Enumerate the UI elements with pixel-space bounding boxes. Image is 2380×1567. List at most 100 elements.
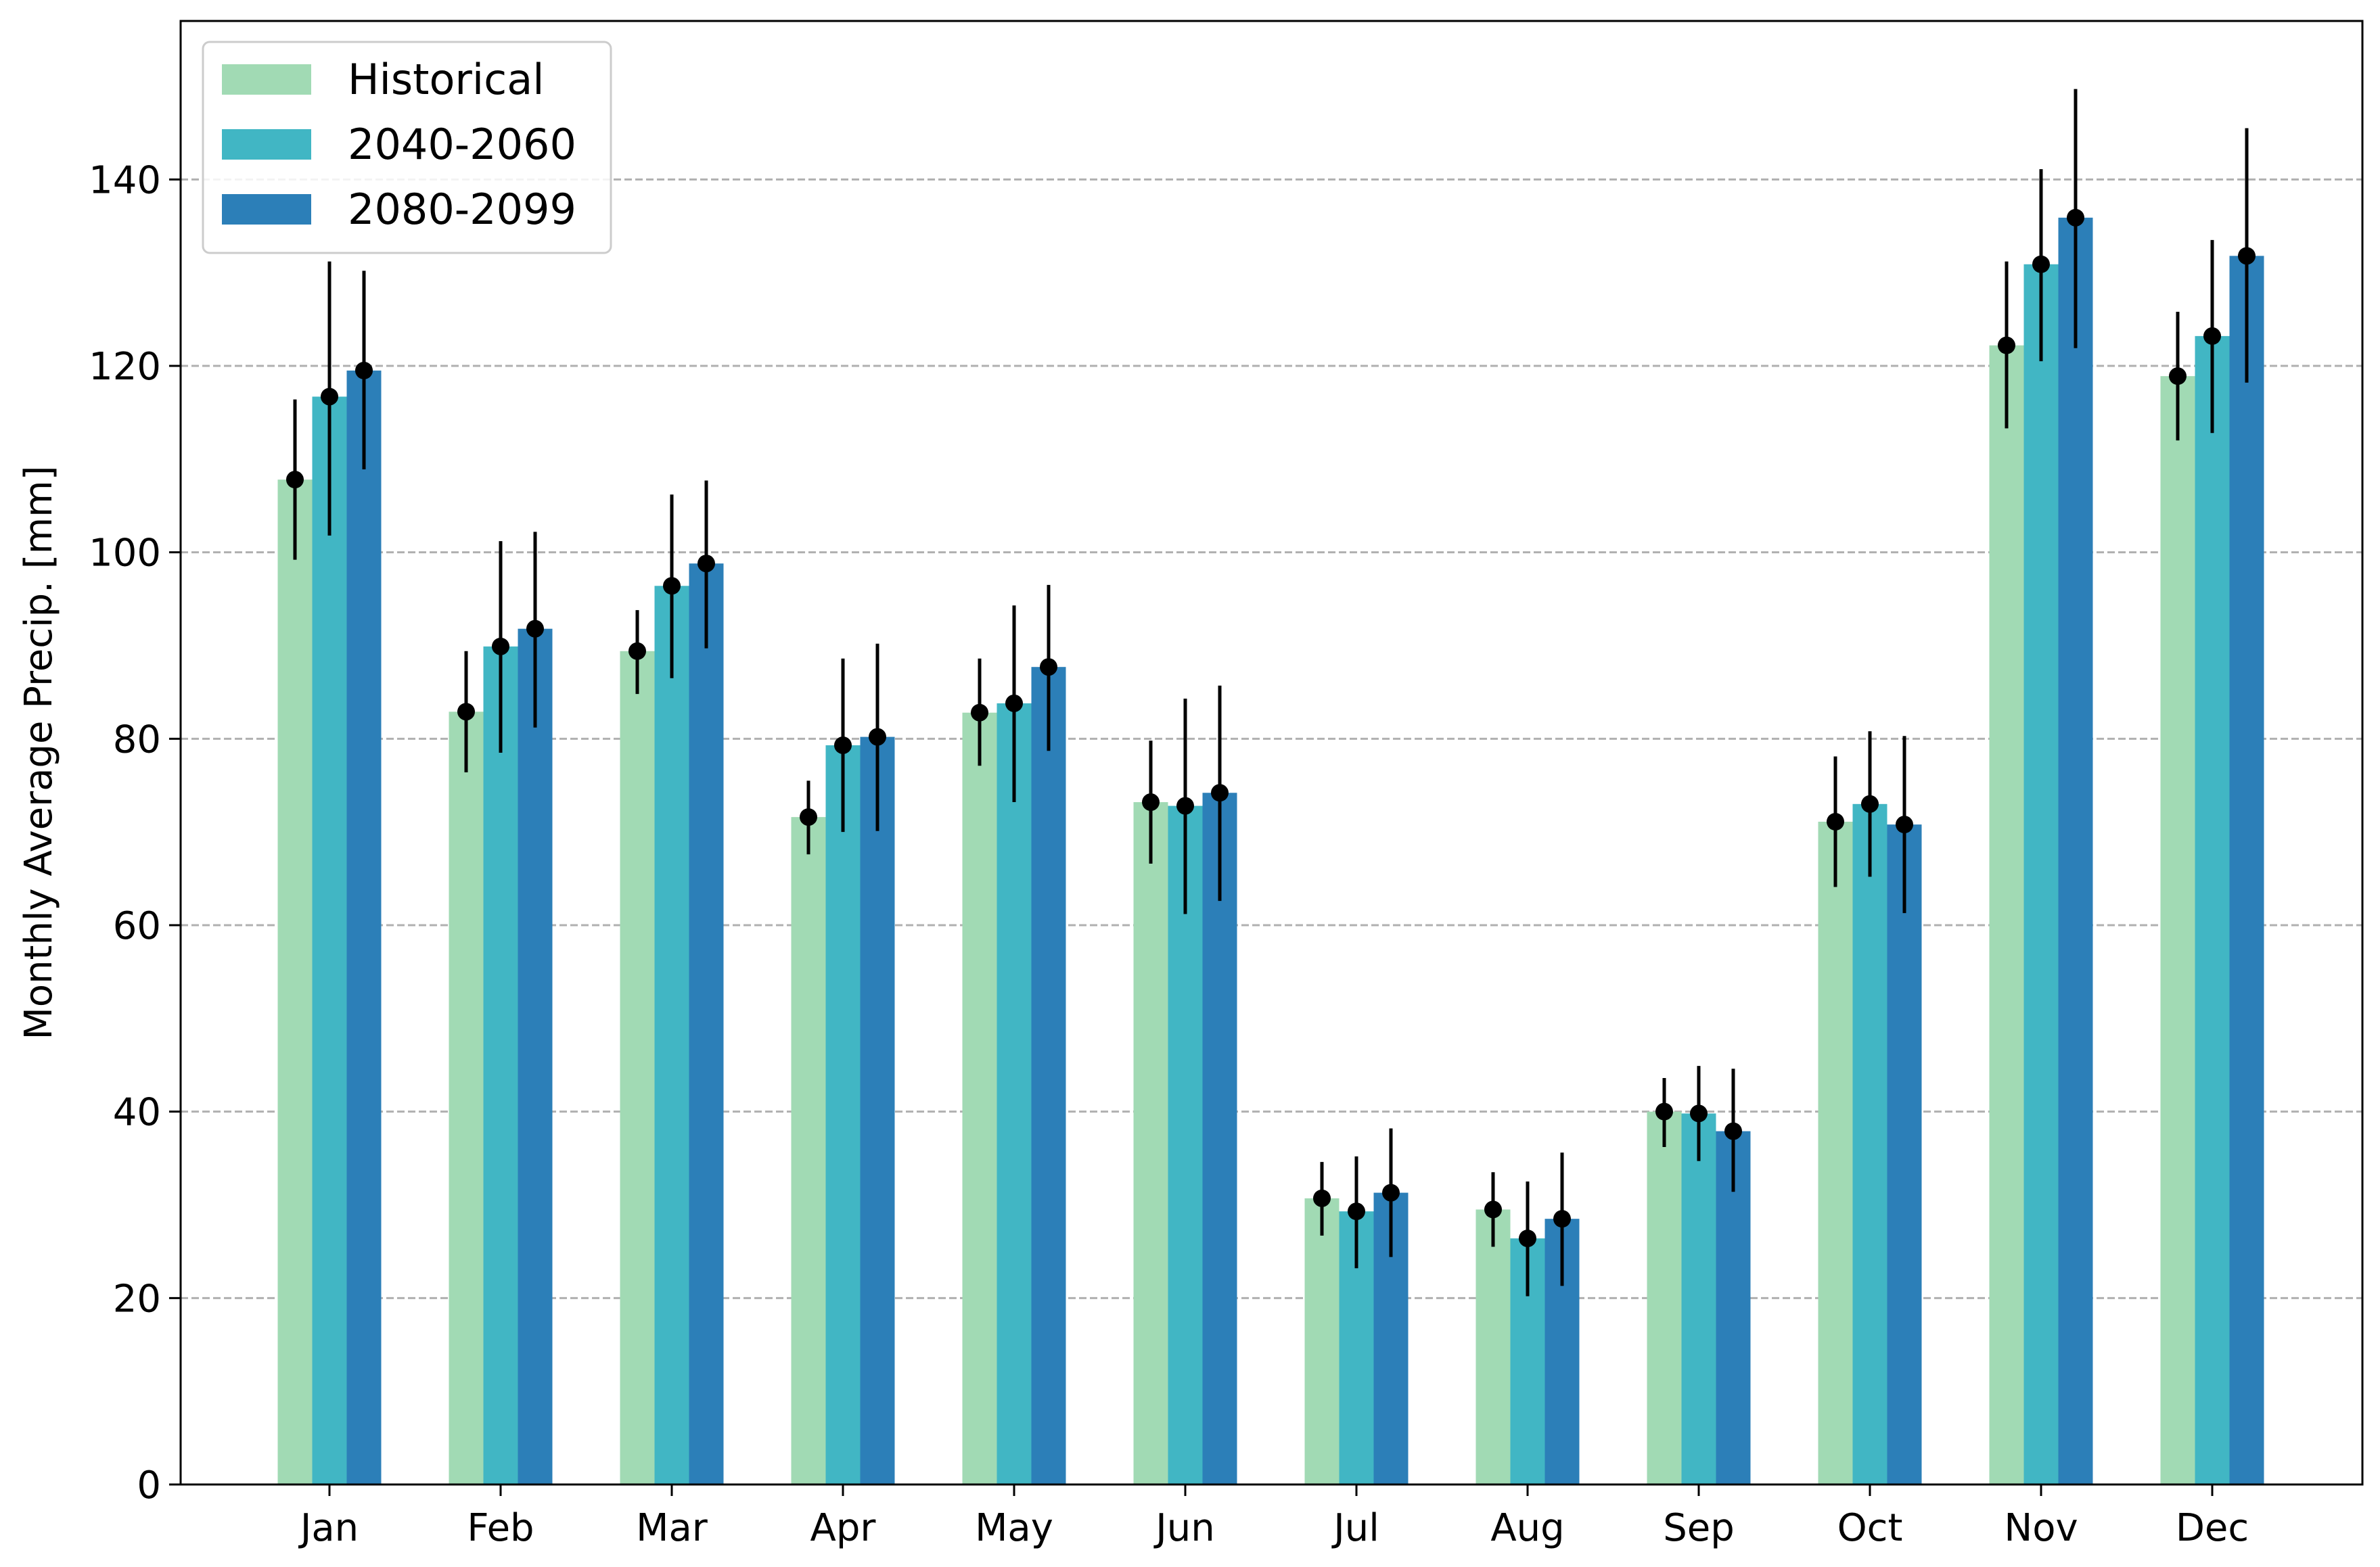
- legend-label: 2080-2099: [348, 185, 576, 234]
- mean-marker: [1313, 1189, 1331, 1207]
- bar: [2195, 335, 2230, 1484]
- x-tick-label: May: [975, 1506, 1053, 1550]
- mean-marker: [869, 728, 886, 746]
- y-axis-label: Monthly Average Precip. [mm]: [17, 465, 61, 1039]
- mean-marker: [1724, 1122, 1742, 1140]
- bar: [689, 563, 724, 1484]
- legend-label: 2040-2060: [348, 120, 576, 169]
- y-tick-label: 140: [89, 158, 161, 202]
- x-tick-label: Nov: [2004, 1506, 2078, 1550]
- y-tick-label: 100: [89, 532, 161, 576]
- bar: [312, 396, 347, 1484]
- x-tick-label: Dec: [2176, 1506, 2249, 1550]
- bar: [1133, 802, 1168, 1484]
- mean-marker: [492, 637, 509, 655]
- mean-marker: [2203, 327, 2221, 345]
- bar: [2229, 256, 2264, 1485]
- bar: [1304, 1198, 1340, 1484]
- mean-marker: [1827, 812, 1844, 831]
- mean-marker: [1348, 1202, 1365, 1221]
- mean-marker: [697, 555, 715, 573]
- x-tick-label: Oct: [1837, 1506, 1903, 1550]
- bar: [825, 745, 861, 1484]
- mean-marker: [1211, 784, 1229, 802]
- plot-frame: [179, 20, 2364, 1486]
- mean-marker: [1142, 793, 1160, 812]
- bar: [1887, 824, 1922, 1484]
- bar: [277, 480, 313, 1484]
- mean-marker: [1553, 1210, 1571, 1228]
- bar: [860, 736, 895, 1484]
- bar: [2058, 217, 2093, 1484]
- bar: [518, 628, 553, 1485]
- legend: Historical 2040-2060 2080-2099: [202, 41, 612, 254]
- mean-marker: [1519, 1230, 1536, 1248]
- bar: [2023, 264, 2059, 1484]
- bar: [483, 646, 518, 1484]
- y-tick-label: 120: [89, 345, 161, 389]
- bar: [1647, 1111, 1682, 1484]
- mean-marker: [1655, 1102, 1673, 1121]
- bar: [1818, 821, 1853, 1484]
- mean-marker: [286, 471, 304, 489]
- bar: [791, 817, 826, 1484]
- bars: [277, 217, 2264, 1485]
- mean-marker: [2169, 367, 2187, 385]
- mean-marker: [2067, 208, 2084, 227]
- mean-marker: [2238, 247, 2256, 265]
- x-tick-label: Jun: [1153, 1506, 1215, 1550]
- y-tick-label: 20: [113, 1277, 161, 1321]
- mean-marker: [321, 388, 338, 406]
- bar: [1475, 1209, 1511, 1484]
- y-tick-label: 40: [113, 1091, 161, 1135]
- mean-marker: [1040, 658, 1057, 676]
- mean-marker: [1382, 1184, 1400, 1202]
- mean-marker: [1998, 336, 2015, 354]
- mean-marker: [1896, 816, 1913, 834]
- bar: [1681, 1113, 1716, 1484]
- legend-swatch: [222, 129, 311, 160]
- legend-swatch: [222, 194, 311, 225]
- x-tick-label: Mar: [636, 1506, 708, 1550]
- mean-marker: [800, 808, 817, 826]
- x-tick-label: Jul: [1331, 1506, 1379, 1550]
- mean-marker: [1484, 1200, 1502, 1219]
- mean-marker: [628, 642, 646, 660]
- bar: [620, 651, 655, 1484]
- bar: [654, 586, 689, 1485]
- bar: [997, 703, 1032, 1484]
- bar: [962, 712, 997, 1484]
- y-tick-label: 60: [113, 904, 161, 948]
- mean-marker: [526, 619, 544, 638]
- mean-marker: [663, 577, 681, 595]
- bar: [1168, 805, 1203, 1484]
- y-tick-label: 0: [137, 1464, 161, 1507]
- mean-marker: [2032, 255, 2050, 273]
- bar: [1852, 803, 1887, 1484]
- mean-marker: [1690, 1104, 1708, 1123]
- legend-swatch: [222, 64, 311, 95]
- bar: [1202, 793, 1237, 1484]
- x-axis: Jan Feb Mar Apr May Jun Jul Aug Sep Oct Nov Dec: [298, 1484, 2249, 1550]
- mean-marker: [1861, 795, 1879, 813]
- x-tick-label: Aug: [1490, 1506, 1564, 1550]
- x-tick-label: Apr: [810, 1506, 877, 1550]
- bar: [449, 711, 484, 1484]
- mean-marker: [834, 736, 852, 754]
- bar: [346, 370, 382, 1485]
- y-axis: 0 20 40 60 80 100 120 140: [89, 158, 181, 1507]
- mean-marker: [971, 703, 988, 722]
- mean-marker: [1005, 694, 1023, 712]
- mean-marker: [457, 703, 475, 721]
- x-tick-label: Sep: [1663, 1506, 1735, 1550]
- y-tick-label: 80: [113, 718, 161, 762]
- mean-marker: [1176, 797, 1194, 815]
- legend-label: Historical: [348, 55, 544, 104]
- bar: [2160, 376, 2195, 1484]
- mean-marker: [355, 361, 373, 379]
- bar: [1989, 345, 2024, 1484]
- bar: [1031, 667, 1066, 1484]
- x-tick-label: Jan: [298, 1506, 359, 1550]
- error-bars: [286, 89, 2256, 1296]
